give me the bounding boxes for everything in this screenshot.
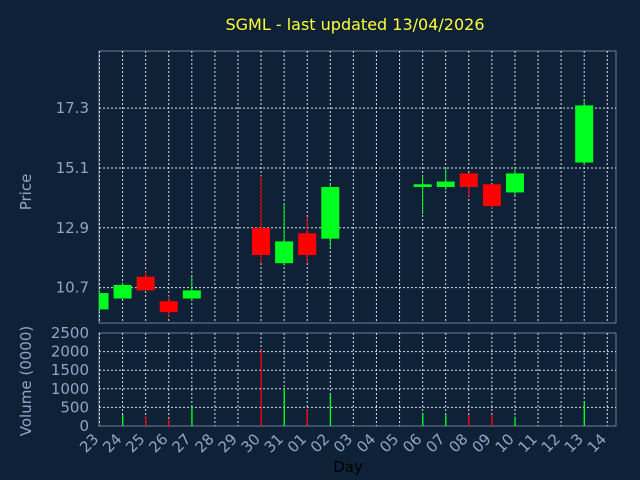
x-axis-label: Day (333, 458, 363, 476)
volume-bar (191, 405, 193, 426)
volume-bar (468, 414, 470, 426)
price-tick-label: 15.1 (56, 159, 89, 177)
volume-bar (122, 414, 124, 426)
volume-tick-label: 1500 (51, 361, 89, 379)
candle-body (252, 227, 271, 255)
candle-body (482, 184, 501, 207)
candle-body (321, 187, 340, 239)
volume-tick-label: 2000 (51, 343, 89, 361)
chart-title: SGML - last updated 13/04/2026 (226, 15, 485, 34)
volume-axis-label: Volume (0000) (17, 326, 35, 436)
volume-bar (491, 414, 493, 426)
candle-body (436, 181, 455, 187)
price-plot-area (98, 50, 617, 324)
volume-bar (168, 418, 170, 426)
candle-body (413, 184, 432, 187)
candle-body (505, 173, 524, 193)
price-panel: 10.7 12.9 15.1 17.3 (56, 50, 617, 324)
price-tick-label: 17.3 (56, 99, 89, 117)
volume-bar (306, 409, 309, 426)
candle-body (575, 105, 594, 163)
volume-bar (99, 425, 101, 426)
candle-body (159, 301, 178, 313)
x-axis: 2324252627282930310102030405060708091011… (76, 430, 610, 456)
volume-bar (145, 416, 147, 426)
volume-tick-label: 2500 (51, 324, 89, 342)
price-tick-label: 12.9 (56, 219, 89, 237)
candle-body (136, 276, 155, 291)
volume-bar (283, 388, 285, 426)
volume-plot-area (98, 332, 617, 427)
volume-tick-label: 0 (79, 417, 89, 435)
volume-tick-label: 500 (60, 398, 89, 416)
candle-body (298, 233, 317, 255)
volume-bar (514, 416, 516, 426)
volume-bar (422, 412, 424, 426)
candle-body (459, 173, 478, 187)
volume-bar (260, 349, 262, 426)
price-axis-label: Price (17, 174, 35, 211)
price-tick-label: 10.7 (56, 279, 89, 297)
volume-bar (329, 394, 332, 426)
candle-body (275, 241, 294, 264)
candle-body (113, 284, 132, 299)
volume-bar (583, 401, 585, 426)
candle-body (100, 293, 109, 310)
volume-bar (445, 414, 447, 426)
volume-tick-label: 1000 (51, 380, 89, 398)
candle-body (182, 290, 201, 299)
